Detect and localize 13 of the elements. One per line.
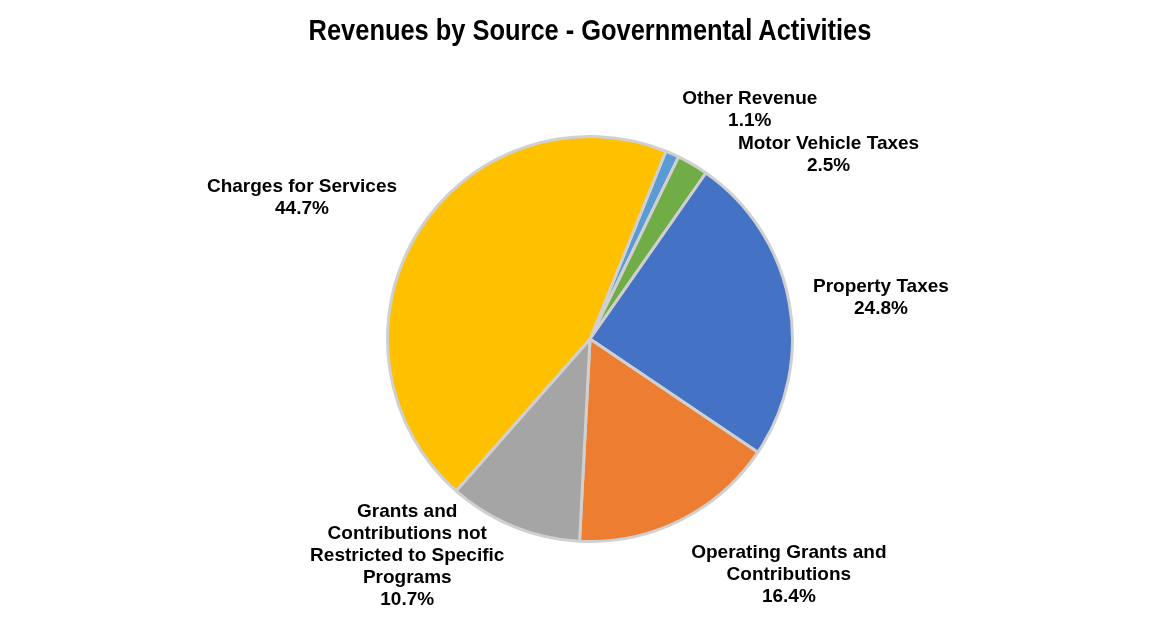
slice-label: Other Revenue xyxy=(682,87,818,108)
slice-label: Charges for Services xyxy=(206,175,398,197)
data-label: 44.7% xyxy=(275,197,330,219)
data-label: 1.1% xyxy=(728,109,772,130)
slice-label: Motor Vehicle Taxes xyxy=(737,131,920,153)
data-label: 24.8% xyxy=(853,296,908,318)
slice-label: Property Taxes xyxy=(812,274,949,296)
chart-title: Revenues by Source - Governmental Activities xyxy=(308,13,872,47)
slice-label: Operating Grants and Contributions xyxy=(691,541,887,585)
data-label: 2.5% xyxy=(806,153,851,175)
data-label: 16.4% xyxy=(761,585,816,607)
slice-label: Grants and Contributions not Restricted to Specific Programs xyxy=(310,500,505,588)
data-label: 10.7% xyxy=(380,588,435,610)
